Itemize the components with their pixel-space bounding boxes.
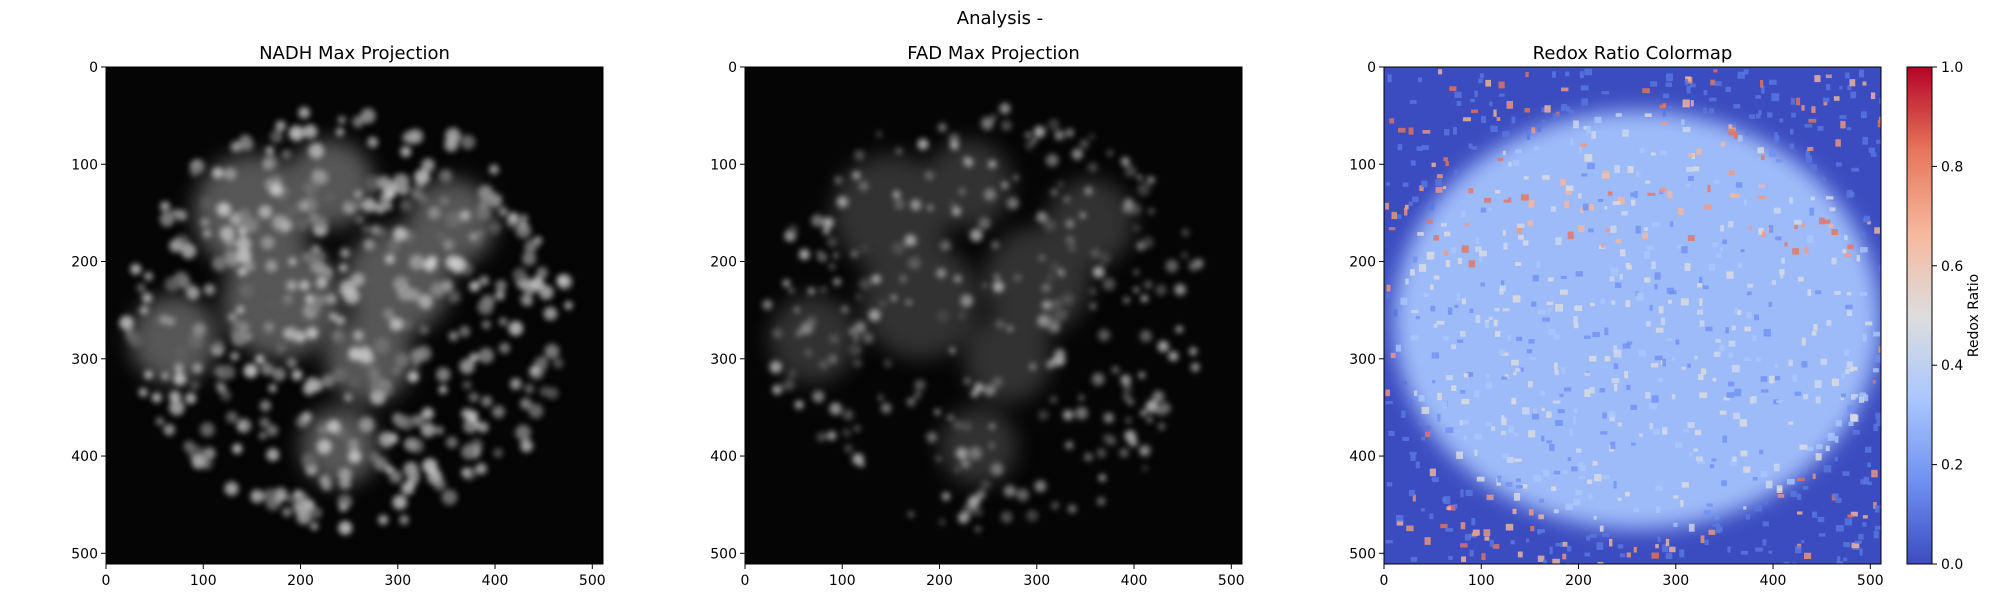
y-tick-label: 100 (71, 157, 98, 173)
x-tick-label: 300 (1023, 573, 1050, 589)
colorbar: 0.0 0.2 0.4 0.6 0.8 1.0 Redox Ratio (1906, 60, 1982, 573)
x-tick-label: 400 (1121, 573, 1148, 589)
x-tick-label: 500 (579, 573, 606, 589)
y-tick-label: 200 (710, 255, 737, 271)
figure-suptitle: Analysis - (956, 8, 1044, 29)
x-tick-label: 500 (1218, 573, 1245, 589)
axes-frame (105, 66, 604, 565)
y-tick-label: 300 (1349, 352, 1376, 368)
x-tick-label: 0 (1380, 573, 1389, 589)
y-tick-label: 100 (710, 157, 737, 173)
y-tick-label: 400 (71, 449, 98, 465)
x-tick-label: 300 (384, 573, 411, 589)
x-tick-label: 200 (926, 573, 953, 589)
x-tick-label: 200 (287, 573, 314, 589)
y-tick-label: 400 (710, 449, 737, 465)
x-tick-label: 400 (1760, 573, 1787, 589)
axes-title: FAD Max Projection (907, 43, 1080, 64)
y-tick-label: 0 (89, 60, 98, 76)
x-tick-label: 200 (1565, 573, 1592, 589)
x-tick-label: 100 (1468, 573, 1495, 589)
y-tick-label: 400 (1349, 449, 1376, 465)
x-tick-label: 300 (1662, 573, 1689, 589)
x-tick-label: 0 (741, 573, 750, 589)
y-tick-label: 500 (1349, 546, 1376, 562)
colorbar-tick-label: 1.0 (1941, 60, 1963, 76)
image-nadh (106, 67, 603, 564)
image-fad (745, 67, 1242, 564)
y-tick-label: 300 (71, 352, 98, 368)
colorbar-tick-label: 0.2 (1941, 458, 1963, 474)
y-tick-label: 300 (710, 352, 737, 368)
y-tick-label: 100 (1349, 157, 1376, 173)
axes-title: NADH Max Projection (259, 43, 450, 64)
x-tick-label: 500 (1857, 573, 1884, 589)
x-tick-label: 100 (190, 573, 217, 589)
x-tick-label: 0 (102, 573, 111, 589)
y-tick-label: 200 (1349, 255, 1376, 271)
axes-frame (1383, 66, 1882, 565)
axes-frame (744, 66, 1243, 565)
colorbar-tick-label: 0.0 (1941, 557, 1963, 573)
colorbar-gradient (1906, 66, 1933, 565)
y-tick-label: 500 (710, 546, 737, 562)
colorbar-label: Redox Ratio (1966, 274, 1982, 357)
colorbar-tick-label: 0.6 (1941, 259, 1963, 275)
y-tick-label: 500 (71, 546, 98, 562)
y-tick-label: 0 (728, 60, 737, 76)
axes-title: Redox Ratio Colormap (1533, 43, 1733, 64)
y-tick-label: 200 (71, 255, 98, 271)
image-redox (1384, 67, 1881, 564)
colorbar-tick-label: 0.4 (1941, 358, 1963, 374)
y-tick-label: 0 (1367, 60, 1376, 76)
x-tick-label: 400 (482, 573, 509, 589)
colorbar-tick-label: 0.8 (1941, 159, 1963, 175)
x-tick-label: 100 (829, 573, 856, 589)
